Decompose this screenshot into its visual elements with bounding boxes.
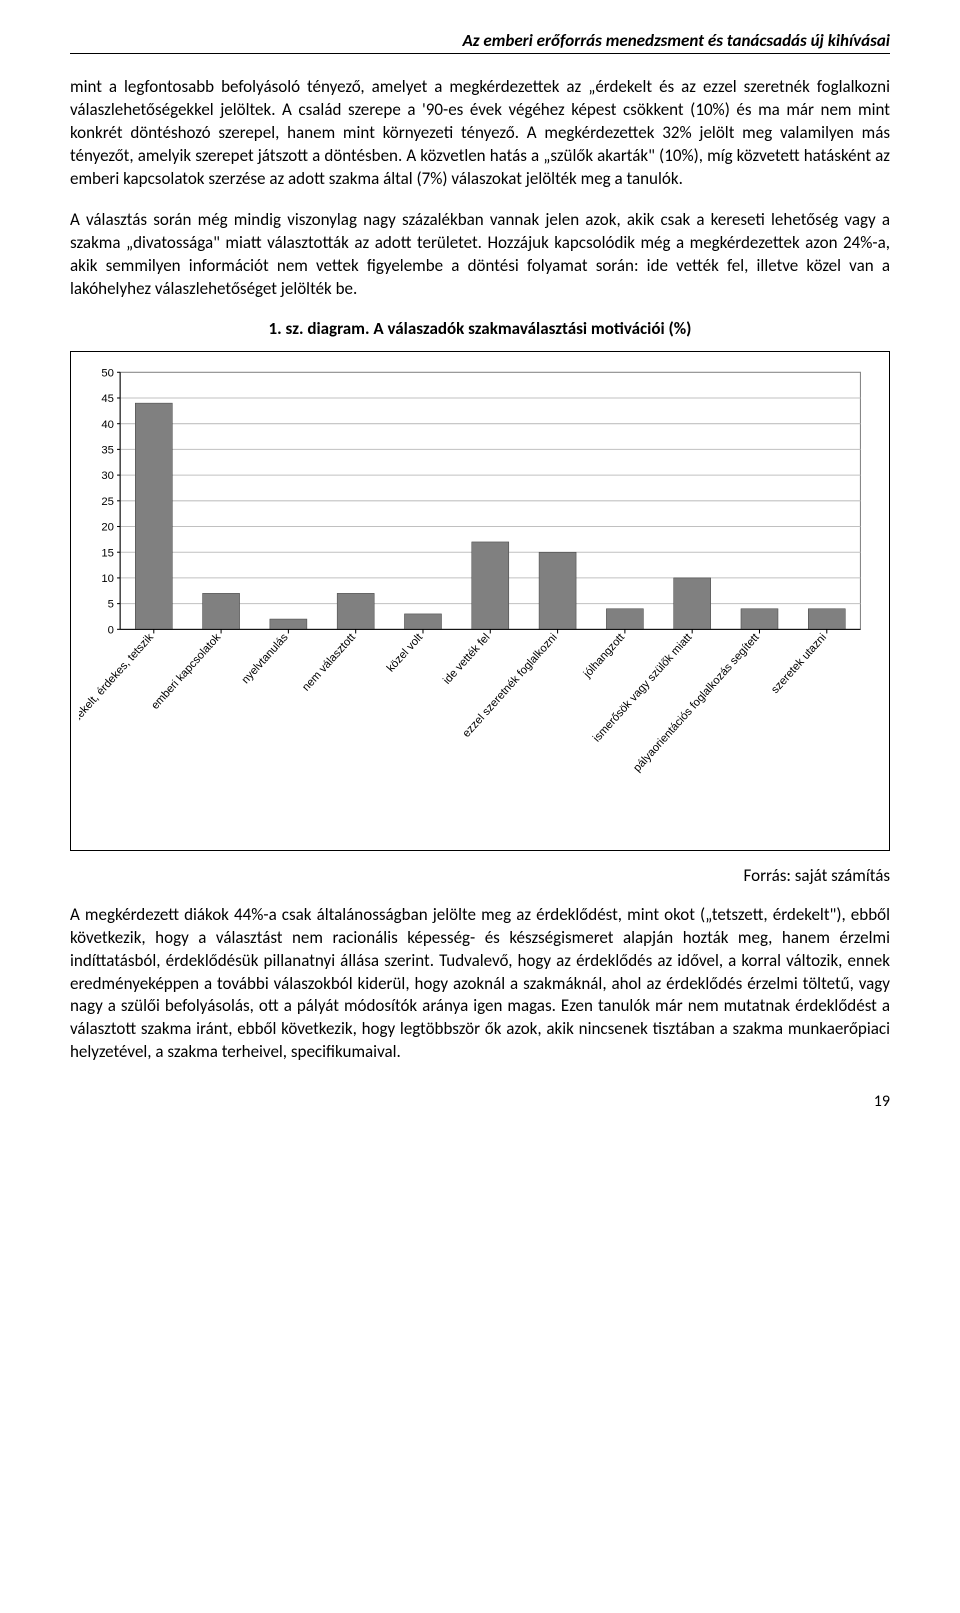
svg-text:emberi kapcsolatok: emberi kapcsolatok [149,632,223,713]
svg-text:ide vették fel: ide vették fel [441,632,492,687]
svg-text:40: 40 [101,419,114,431]
svg-text:nem választott: nem választott [300,631,358,694]
svg-text:50: 50 [101,368,114,380]
svg-text:25: 25 [101,496,114,508]
svg-text:nyelvtanulás: nyelvtanulás [240,632,291,687]
page-number: 19 [70,1092,890,1111]
svg-text:10: 10 [101,573,114,585]
svg-text:pályaorientációs foglalkozás s: pályaorientációs foglalkozás segített [631,631,762,775]
page-header-title: Az emberi erőforrás menedzsment és tanác… [70,30,890,54]
svg-text:érdekelt, érdekes, tetszik: érdekelt, érdekes, tetszik [79,632,156,733]
chart-container: 0 5 10 15 20 25 30 35 40 45 50 érdekelt, érdekes, t… [70,351,890,850]
svg-text:45: 45 [101,394,114,406]
body-paragraph-1: mint a legfontosabb befolyásoló tényező,… [70,76,890,191]
chart-title: 1. sz. diagram. A válaszadók szakmaválas… [70,318,890,339]
svg-text:35: 35 [101,445,114,457]
svg-text:0: 0 [108,625,114,637]
svg-text:jólhangzott: jólhangzott [581,631,628,681]
body-paragraph-3: A megkérdezett diákok 44%-a csak általán… [70,904,890,1065]
svg-text:30: 30 [101,471,114,483]
svg-text:5: 5 [108,599,114,611]
svg-text:15: 15 [101,548,114,560]
bar-chart: 0 5 10 15 20 25 30 35 40 45 50 érdekelt, érdekes, t… [79,362,881,845]
svg-text:20: 20 [101,522,114,534]
svg-text:közel volt: közel volt [385,631,426,675]
svg-text:szeretek utazni: szeretek utazni [769,632,829,696]
body-paragraph-2: A választás során még mindig viszonylag … [70,209,890,301]
chart-source: Forrás: saját számítás [70,865,890,886]
